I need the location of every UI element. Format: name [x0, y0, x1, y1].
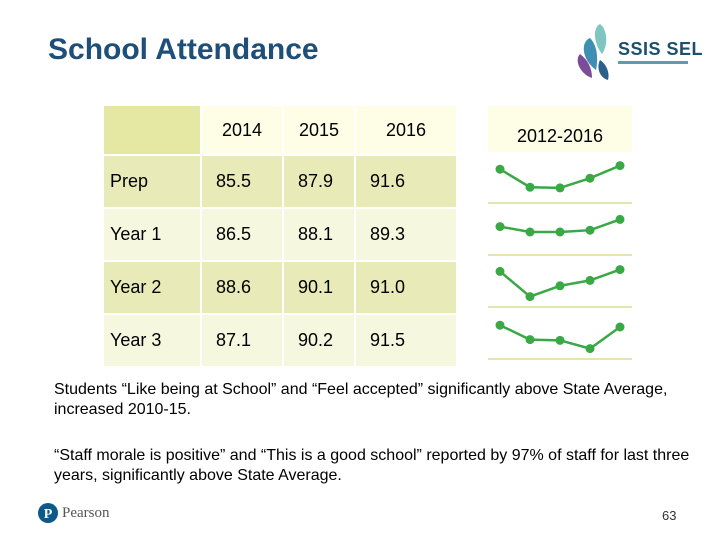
table-row: Year 2 88.6 90.1 91.0	[104, 260, 456, 314]
row-label: Year 3	[104, 313, 201, 366]
sparkline-point	[525, 227, 535, 237]
row-label: Prep	[104, 154, 201, 208]
row-label: Year 1	[104, 207, 201, 261]
table-cell: 91.5	[354, 313, 456, 366]
sparkline-point	[615, 214, 625, 224]
table-cell: 91.0	[354, 260, 456, 314]
table-header-row: 2014 2015 2016	[104, 106, 456, 155]
table-cell: 88.1	[282, 207, 355, 261]
sparkline-point	[495, 266, 505, 276]
sparkline-point	[495, 164, 505, 174]
sparkline-point	[495, 222, 505, 232]
sparkline-point	[585, 173, 595, 183]
attendance-table: 2014 2015 2016 Prep 85.5 87.9 91.6 Year …	[104, 106, 456, 366]
sparkline-point	[585, 225, 595, 235]
sparkline-chart	[488, 161, 632, 204]
table-row: Prep 85.5 87.9 91.6	[104, 154, 456, 208]
logo-text: SSIS SEL	[618, 39, 704, 59]
pearson-logo-icon: P	[38, 503, 58, 523]
table-row: Year 1 86.5 88.1 89.3	[104, 207, 456, 261]
sparkline-point	[615, 322, 625, 332]
sparkline-chart	[488, 214, 632, 256]
table-cell: 87.9	[282, 154, 355, 208]
svg-text:P: P	[44, 507, 53, 522]
sparkline-point	[555, 281, 565, 291]
sparkline-point	[525, 292, 535, 302]
paragraph-student-survey: Students “Like being at School” and “Fee…	[54, 381, 668, 418]
header-cell-2016: 2016	[354, 106, 456, 155]
page-number: 63	[662, 508, 677, 523]
sparkline-point	[585, 344, 595, 354]
sparkline-year-3	[488, 310, 632, 360]
sparkline-year-1	[488, 206, 632, 256]
sparkline-year-2	[488, 258, 632, 308]
table-cell: 89.3	[354, 207, 456, 261]
sparkline-point	[615, 161, 625, 171]
row-label: Year 2	[104, 260, 201, 314]
slide-title: School Attendance	[48, 33, 319, 66]
table-cell: 85.5	[200, 154, 283, 208]
sparkline-point	[525, 182, 535, 192]
table-cell: 88.6	[200, 260, 283, 314]
sparkline-point	[555, 227, 565, 237]
pearson-brand: Pearson	[62, 505, 110, 521]
table-cell: 87.1	[200, 313, 283, 366]
sparkline-point	[555, 335, 565, 345]
logo-underline	[618, 61, 688, 64]
sparkline-point	[555, 183, 565, 193]
paragraph-staff-survey: “Staff morale is positive” and “This is …	[54, 447, 690, 484]
sparkline-point	[525, 335, 535, 345]
table-cell: 86.5	[200, 207, 283, 261]
table-row: Year 3 87.1 90.2 91.5	[104, 313, 456, 366]
table-cell: 90.1	[282, 260, 355, 314]
sparkline-point	[585, 275, 595, 285]
table-cell: 91.6	[354, 154, 456, 208]
logo-mark-icon	[577, 24, 609, 80]
sparkline-chart	[488, 265, 632, 308]
sparkline-point	[615, 265, 625, 275]
header-cell-2015: 2015	[282, 106, 355, 155]
sparkline-prep	[488, 154, 632, 204]
header-cell-2014: 2014	[200, 106, 283, 155]
sparkline-point	[495, 320, 505, 330]
table-cell: 90.2	[282, 313, 355, 366]
header-cell-blank	[104, 106, 202, 155]
sparkline-chart	[488, 320, 632, 360]
sparkline-header: 2012-2016	[488, 106, 632, 152]
